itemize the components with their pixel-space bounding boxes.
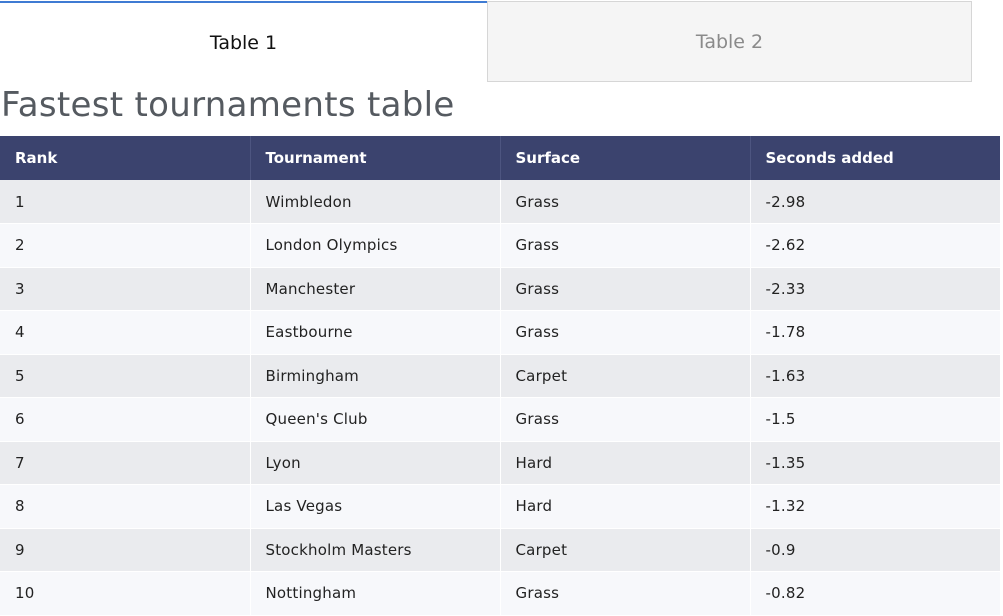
cell-surface: Grass	[500, 397, 751, 442]
tab-table-1[interactable]: Table 1	[0, 1, 487, 82]
table-row: 1 Wimbledon Grass -2.98	[0, 180, 1000, 224]
table-row: 2 London Olympics Grass -2.62	[0, 223, 1000, 268]
table-row: 4 Eastbourne Grass -1.78	[0, 310, 1000, 355]
table-body: 1 Wimbledon Grass -2.98 2 London Olympic…	[0, 180, 1000, 616]
column-header-rank[interactable]: Rank	[0, 136, 251, 180]
tab-table-2[interactable]: Table 2	[487, 1, 972, 82]
cell-tournament: Manchester	[250, 267, 501, 311]
cell-surface: Carpet	[500, 528, 751, 572]
cell-rank: 1	[0, 180, 251, 224]
cell-rank: 9	[0, 528, 251, 572]
cell-surface: Carpet	[500, 354, 751, 398]
cell-surface: Grass	[500, 223, 751, 268]
table-row: 6 Queen's Club Grass -1.5	[0, 397, 1000, 442]
column-header-tournament[interactable]: Tournament	[250, 136, 501, 180]
cell-rank: 2	[0, 223, 251, 268]
table-header-row: Rank Tournament Surface Seconds added	[0, 136, 1000, 180]
cell-rank: 5	[0, 354, 251, 398]
cell-rank: 3	[0, 267, 251, 311]
cell-tournament: Wimbledon	[250, 180, 501, 224]
cell-seconds-added: -2.98	[750, 180, 1000, 224]
table-row: 9 Stockholm Masters Carpet -0.9	[0, 528, 1000, 572]
cell-tournament: Las Vegas	[250, 484, 501, 529]
cell-seconds-added: -1.5	[750, 397, 1000, 442]
tournaments-table-container: Rank Tournament Surface Seconds added 1 …	[0, 136, 1000, 616]
cell-tournament: London Olympics	[250, 223, 501, 268]
cell-surface: Grass	[500, 180, 751, 224]
cell-surface: Grass	[500, 310, 751, 355]
cell-tournament: Nottingham	[250, 571, 501, 616]
cell-surface: Hard	[500, 441, 751, 485]
cell-rank: 8	[0, 484, 251, 529]
table-row: 8 Las Vegas Hard -1.32	[0, 484, 1000, 529]
cell-seconds-added: -1.32	[750, 484, 1000, 529]
table-row: 3 Manchester Grass -2.33	[0, 267, 1000, 311]
cell-tournament: Eastbourne	[250, 310, 501, 355]
cell-seconds-added: -1.35	[750, 441, 1000, 485]
cell-seconds-added: -0.9	[750, 528, 1000, 572]
cell-seconds-added: -1.63	[750, 354, 1000, 398]
page-title: Fastest tournaments table	[1, 85, 455, 125]
cell-surface: Hard	[500, 484, 751, 529]
cell-seconds-added: -2.62	[750, 223, 1000, 268]
column-header-surface[interactable]: Surface	[500, 136, 751, 180]
cell-rank: 10	[0, 571, 251, 616]
cell-surface: Grass	[500, 571, 751, 616]
cell-surface: Grass	[500, 267, 751, 311]
table-row: 5 Birmingham Carpet -1.63	[0, 354, 1000, 398]
tab-bar: Table 1 Table 2	[0, 0, 1003, 84]
cell-tournament: Stockholm Masters	[250, 528, 501, 572]
cell-rank: 4	[0, 310, 251, 355]
tournaments-table: Rank Tournament Surface Seconds added 1 …	[0, 136, 1000, 616]
cell-seconds-added: -1.78	[750, 310, 1000, 355]
cell-tournament: Lyon	[250, 441, 501, 485]
cell-seconds-added: -0.82	[750, 571, 1000, 616]
table-row: 10 Nottingham Grass -0.82	[0, 571, 1000, 616]
cell-rank: 6	[0, 397, 251, 442]
cell-tournament: Queen's Club	[250, 397, 501, 442]
cell-seconds-added: -2.33	[750, 267, 1000, 311]
table-row: 7 Lyon Hard -1.35	[0, 441, 1000, 485]
column-header-seconds-added[interactable]: Seconds added	[750, 136, 1000, 180]
cell-tournament: Birmingham	[250, 354, 501, 398]
cell-rank: 7	[0, 441, 251, 485]
